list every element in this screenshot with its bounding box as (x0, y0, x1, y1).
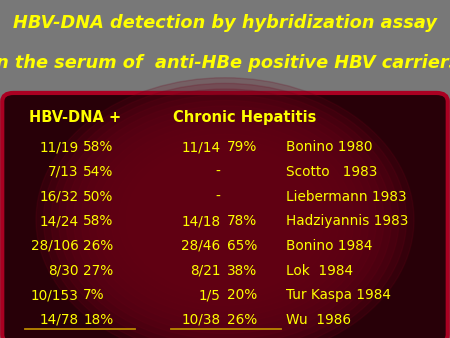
Text: 10/38: 10/38 (181, 313, 220, 327)
Text: 28/46: 28/46 (181, 239, 220, 253)
Circle shape (104, 128, 346, 311)
Circle shape (148, 162, 302, 277)
Text: 20%: 20% (227, 288, 257, 302)
Text: 58%: 58% (83, 214, 113, 228)
Circle shape (118, 140, 332, 300)
Text: 38%: 38% (227, 264, 257, 277)
Text: 26%: 26% (83, 239, 113, 253)
Text: 11/19: 11/19 (40, 140, 79, 154)
Circle shape (171, 179, 279, 260)
Text: 14/18: 14/18 (181, 214, 220, 228)
Text: 7%: 7% (83, 288, 105, 302)
Circle shape (126, 145, 324, 294)
Text: 26%: 26% (227, 313, 257, 327)
Circle shape (111, 134, 339, 305)
Text: 10/153: 10/153 (31, 288, 79, 302)
Text: 11/14: 11/14 (181, 140, 220, 154)
Text: HBV-DNA +: HBV-DNA + (29, 110, 122, 125)
Text: 18%: 18% (83, 313, 113, 327)
Text: Chronic Hepatitis: Chronic Hepatitis (173, 110, 317, 125)
Text: 14/78: 14/78 (40, 313, 79, 327)
Text: Bonino 1984: Bonino 1984 (286, 239, 372, 253)
Text: Tur Kaspa 1984: Tur Kaspa 1984 (286, 288, 391, 302)
Circle shape (81, 112, 369, 328)
Text: -: - (216, 190, 220, 203)
Text: -: - (216, 165, 220, 179)
Text: 8/21: 8/21 (190, 264, 220, 277)
Text: 28/106: 28/106 (31, 239, 79, 253)
Circle shape (73, 106, 377, 334)
Text: 8/30: 8/30 (48, 264, 79, 277)
Text: 27%: 27% (83, 264, 113, 277)
Circle shape (36, 78, 414, 338)
Text: HBV-DNA detection by hybridization assay: HBV-DNA detection by hybridization assay (13, 14, 437, 31)
Text: Wu  1986: Wu 1986 (286, 313, 351, 327)
Text: 16/32: 16/32 (40, 190, 79, 203)
Text: Liebermann 1983: Liebermann 1983 (286, 190, 406, 203)
Circle shape (96, 123, 354, 317)
Circle shape (141, 156, 309, 283)
Text: Hadziyannis 1983: Hadziyannis 1983 (286, 214, 408, 228)
Circle shape (156, 168, 294, 271)
Text: Bonino 1980: Bonino 1980 (286, 140, 372, 154)
Text: 78%: 78% (227, 214, 257, 228)
Text: 79%: 79% (227, 140, 257, 154)
Text: 65%: 65% (227, 239, 257, 253)
Circle shape (66, 100, 384, 338)
Circle shape (89, 117, 361, 322)
FancyBboxPatch shape (2, 93, 448, 338)
Text: in the serum of  anti-HBe positive HBV carriers: in the serum of anti-HBe positive HBV ca… (0, 54, 450, 72)
Circle shape (51, 89, 399, 338)
Circle shape (58, 95, 392, 338)
Circle shape (134, 151, 316, 288)
Circle shape (163, 173, 287, 266)
Text: 14/24: 14/24 (40, 214, 79, 228)
Circle shape (44, 83, 406, 338)
Text: 54%: 54% (83, 165, 113, 179)
Text: 7/13: 7/13 (48, 165, 79, 179)
Text: Lok  1984: Lok 1984 (286, 264, 353, 277)
Text: 1/5: 1/5 (198, 288, 220, 302)
Text: 58%: 58% (83, 140, 113, 154)
Text: Scotto   1983: Scotto 1983 (286, 165, 377, 179)
Text: 50%: 50% (83, 190, 113, 203)
